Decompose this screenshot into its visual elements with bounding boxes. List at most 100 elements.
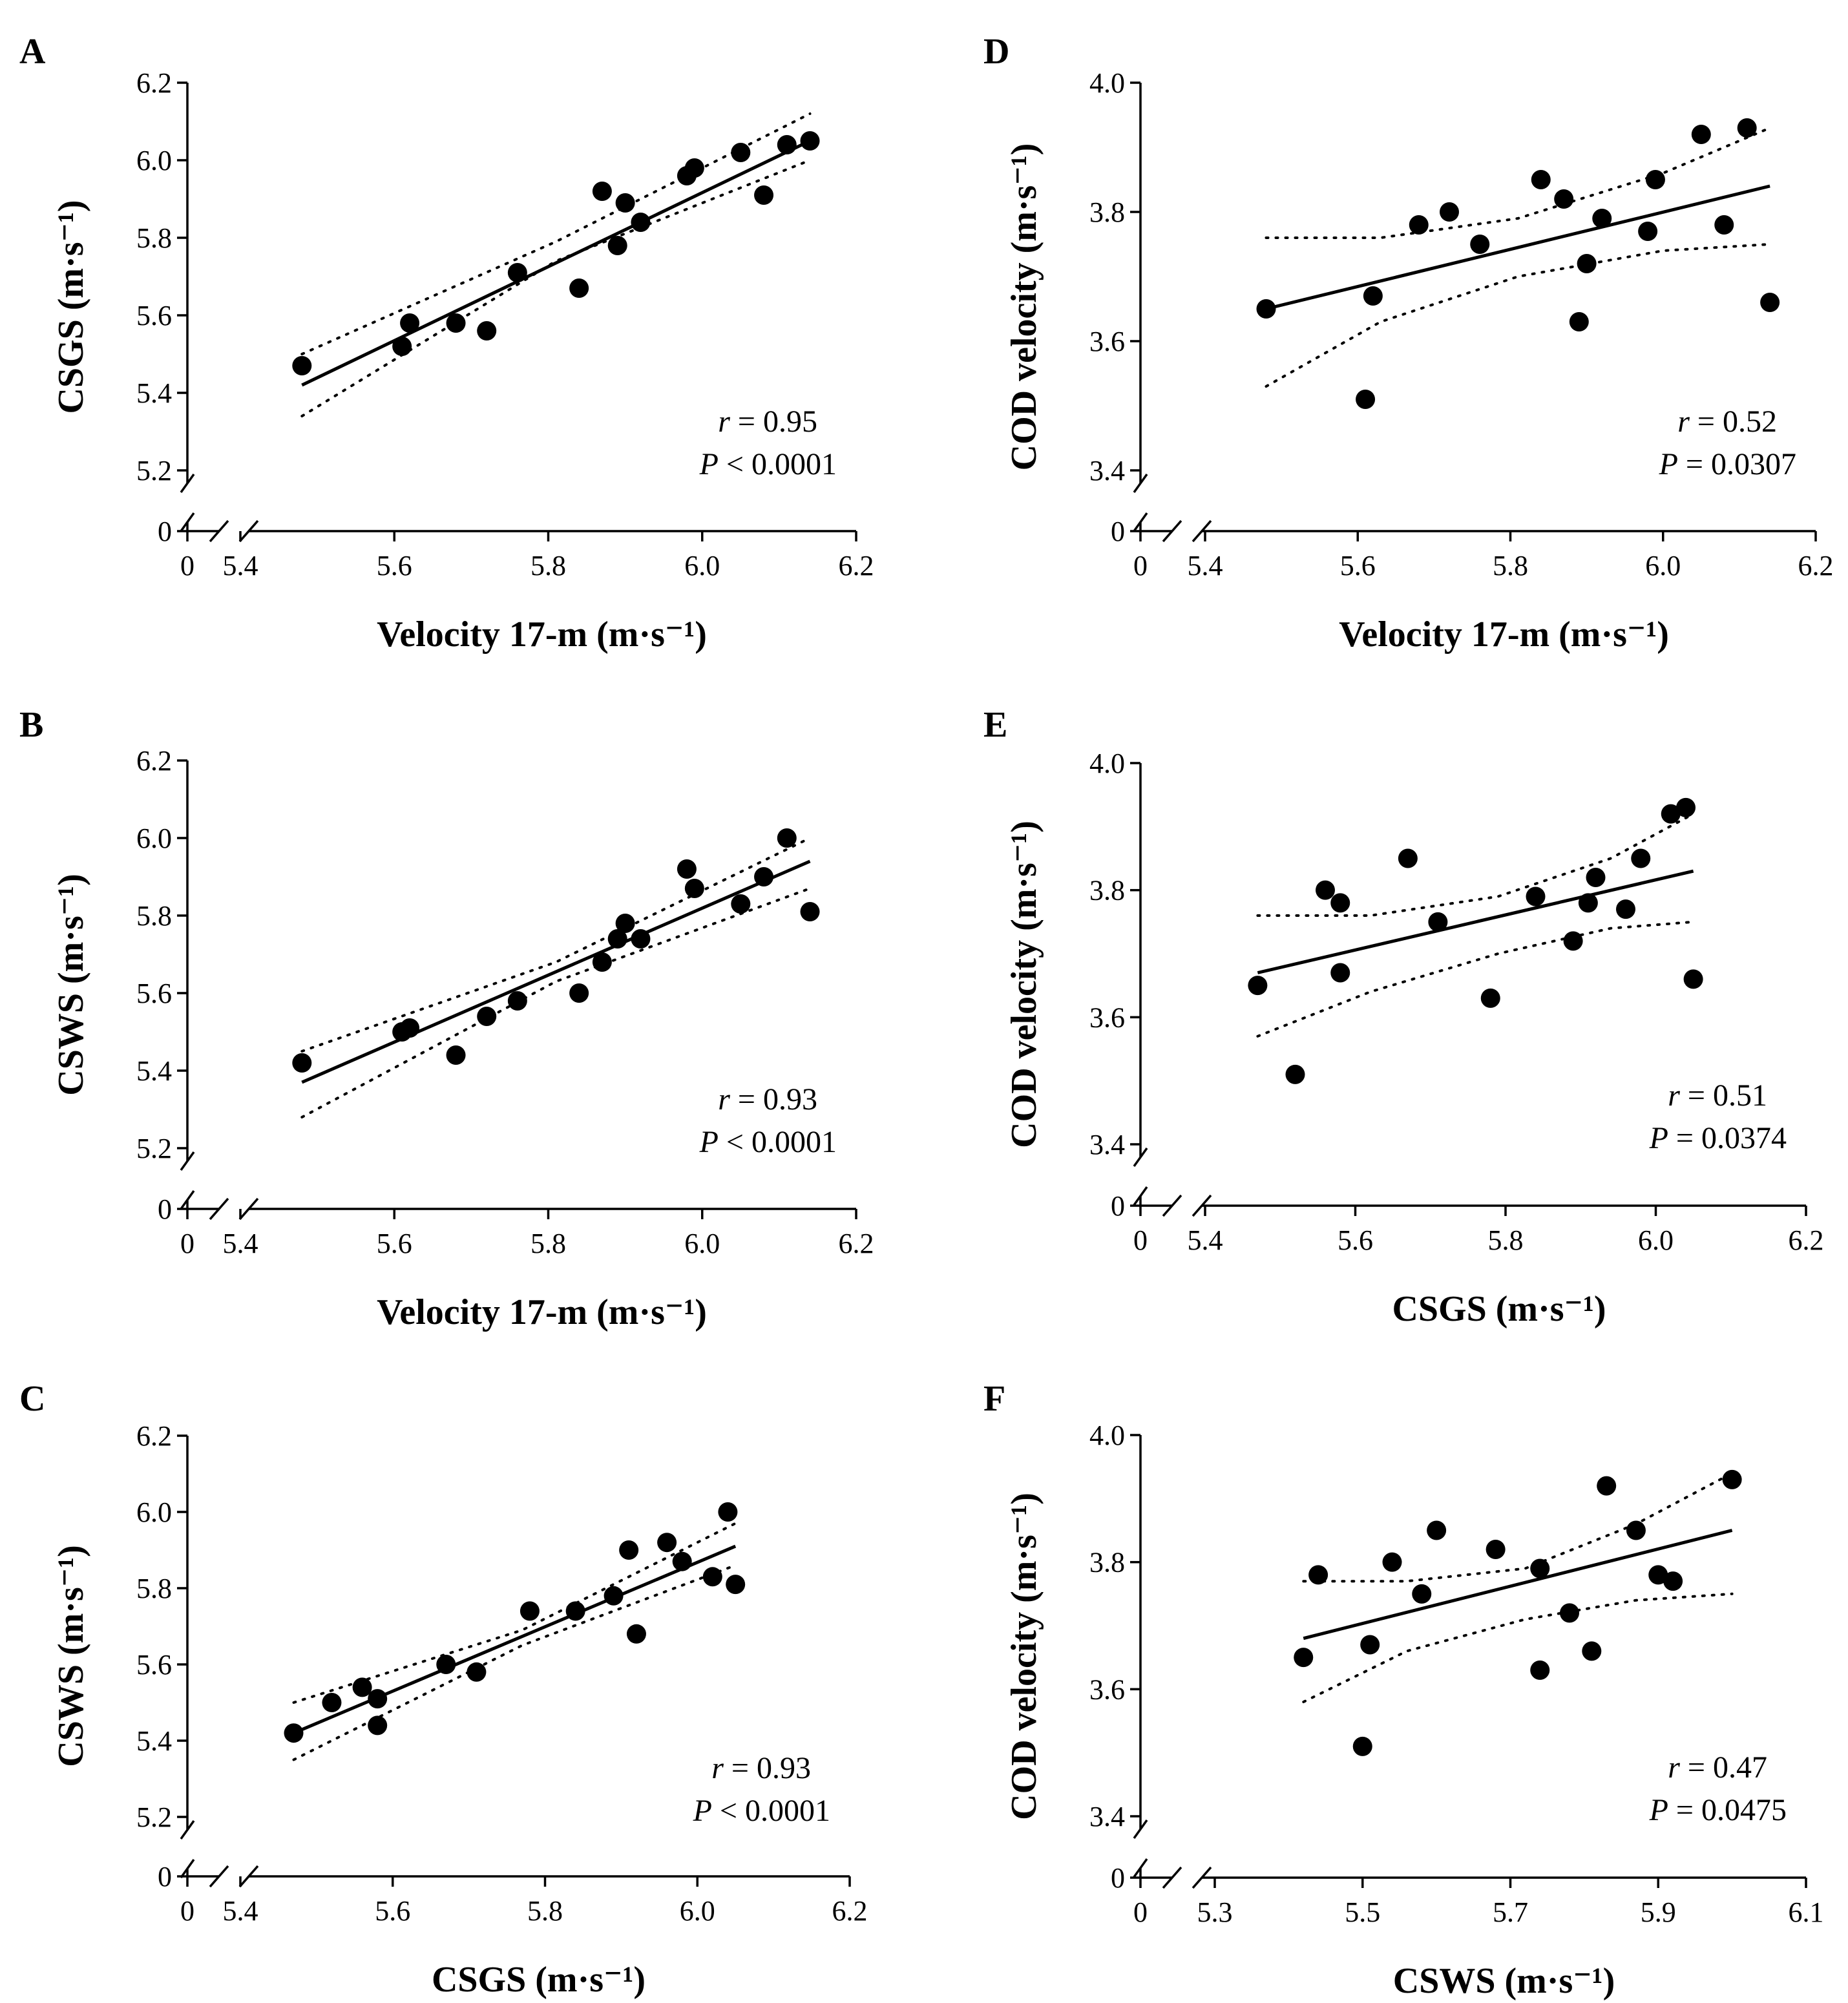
y-tick-label-zero: 0 (158, 516, 172, 547)
panel-d: D 3.4 3.6 3.8 4.0 00 5.4 5.6 5.8 6.0 6.2 Velocity 1… (983, 32, 1834, 655)
x-axis-break-mark (1162, 519, 1182, 543)
x-axis-title-space (1495, 1961, 1504, 2001)
data-point (1294, 1648, 1314, 1668)
y-tick-label: 6.0 (136, 145, 172, 176)
data-point (619, 1540, 639, 1560)
x-tick-label: 5.4 (223, 1895, 258, 1927)
r-number: = 0.93 (738, 1082, 817, 1117)
x-axis-title-unit: (m·s⁻¹) (1496, 1289, 1606, 1329)
y-axis-title-name: CSWS (51, 1664, 91, 1767)
x-tick-label: 5.6 (377, 550, 412, 582)
p-number: < 0.0001 (720, 1794, 830, 1828)
ci-upper-line (1302, 1472, 1734, 1583)
data-point (1316, 880, 1335, 900)
data-point (400, 1018, 420, 1038)
r-value: r = 0.51 (1668, 1078, 1767, 1113)
y-tick-label-zero: 0 (1111, 516, 1125, 547)
y-axis-title-unit: (m·s⁻¹) (1004, 821, 1044, 931)
data-point (292, 1053, 312, 1073)
y-axis-title-name: CSGS (51, 319, 91, 414)
r-number: = 0.51 (1688, 1078, 1767, 1113)
y-tick-label-zero: 0 (158, 1861, 172, 1893)
data-point (1256, 299, 1276, 319)
y-axis-break-mark (1133, 1186, 1148, 1206)
y-tick-label: 5.2 (136, 1801, 172, 1833)
x-tick-label: 5.6 (377, 1228, 412, 1259)
x-axis-title-name: Velocity 17-m (1339, 614, 1549, 655)
p-symbol: P (693, 1794, 712, 1828)
y-axis-title-space (51, 984, 91, 993)
r-value: r = 0.93 (711, 1751, 811, 1785)
y-tick-label: 5.4 (136, 1055, 172, 1087)
p-number: < 0.0001 (726, 447, 837, 481)
r-symbol: r (1677, 404, 1690, 439)
r-number: = 0.47 (1688, 1750, 1767, 1785)
data-point (1597, 1476, 1617, 1496)
x-tick-label: 5.8 (530, 550, 566, 582)
data-point (1616, 899, 1635, 919)
ci-lower-line (300, 887, 812, 1118)
r-symbol: r (1668, 1750, 1680, 1785)
x-tick-label: 5.8 (530, 1228, 566, 1259)
data-point (284, 1723, 304, 1743)
data-point (1645, 170, 1665, 189)
x-tick-label: 6.2 (1789, 1224, 1824, 1256)
y-tick-label: 3.6 (1089, 326, 1125, 357)
data-point (1626, 1520, 1646, 1540)
data-point (1648, 1565, 1668, 1585)
x-tick-label: 6.2 (832, 1895, 868, 1927)
x-tick-label: 5.3 (1197, 1896, 1233, 1928)
x-tick-label-zero: 0 (180, 1895, 194, 1927)
y-tick-label: 5.8 (136, 900, 172, 932)
data-point (1440, 202, 1459, 222)
y-axis-break-mark (1133, 473, 1148, 494)
x-tick-label: 5.4 (1188, 550, 1223, 582)
r-number: = 0.93 (731, 1751, 811, 1785)
data-point (731, 894, 751, 914)
data-point (1663, 1571, 1683, 1591)
x-axis-title-space (1549, 614, 1559, 655)
data-point (1577, 254, 1597, 273)
x-tick-label: 5.5 (1345, 1896, 1380, 1928)
data-point (1676, 797, 1696, 817)
data-point (1330, 963, 1350, 983)
y-tick-label: 6.2 (136, 67, 172, 99)
y-tick-label: 3.6 (1089, 1673, 1125, 1705)
data-point (1530, 1558, 1550, 1578)
panel-label: F (983, 1379, 1005, 1419)
x-axis-title: CSGS (m·s⁻¹) (432, 1960, 646, 2000)
r-value: r = 0.52 (1677, 404, 1777, 439)
x-axis-title-unit: (m·s⁻¹) (596, 614, 707, 655)
x-tick-label: 5.8 (1493, 550, 1528, 582)
x-tick-label: 5.7 (1493, 1896, 1528, 1928)
y-tick-label: 3.6 (1089, 1002, 1125, 1033)
y-tick-label: 4.0 (1089, 748, 1125, 779)
data-point (615, 193, 635, 213)
y-tick-label: 6.0 (136, 1496, 172, 1528)
data-point (592, 952, 612, 972)
data-point (1569, 312, 1589, 331)
data-point (1531, 170, 1551, 189)
x-axis-break-mark (1192, 1866, 1212, 1889)
data-point (677, 859, 697, 879)
panel-b: B 5.2 5.4 5.6 5.8 6.0 6.2 00 5.4 5.6 5.8 6.0 6.2 Velo… (19, 705, 874, 1332)
y-tick-label: 3.4 (1089, 1129, 1125, 1160)
data-point (684, 158, 704, 178)
data-point (1480, 988, 1500, 1008)
x-axis-title-unit: (m·s⁻¹) (1504, 1961, 1615, 2001)
x-axis-title: Velocity 17-m (m·s⁻¹) (377, 614, 707, 655)
regression-line (1265, 184, 1770, 311)
data-point (1631, 848, 1651, 868)
x-axis-break-mark (1192, 1194, 1212, 1217)
regression-line (1303, 1529, 1733, 1641)
x-tick-label: 5.6 (375, 1895, 410, 1927)
ci-upper-line (1256, 812, 1695, 917)
data-point (1382, 1552, 1402, 1572)
x-tick-label: 6.0 (684, 550, 720, 582)
data-point (726, 1575, 746, 1595)
data-point (1586, 868, 1606, 887)
x-axis-title-space (526, 1960, 535, 2000)
x-axis-title-space (1487, 1289, 1496, 1329)
y-tick-label: 3.4 (1089, 455, 1125, 487)
